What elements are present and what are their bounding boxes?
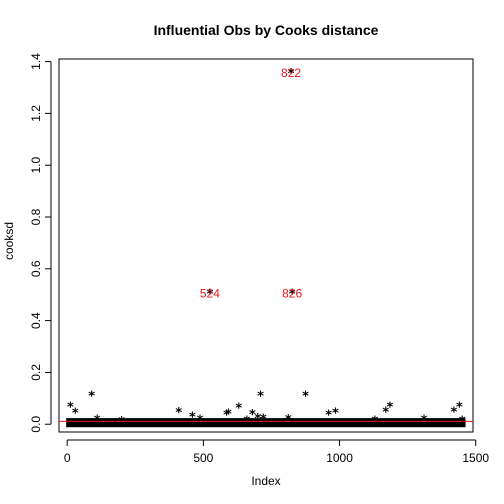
- data-point: *: [387, 401, 394, 416]
- y-tick-label: 1.2: [29, 105, 43, 122]
- dense-points-band: [66, 418, 466, 428]
- data-point: *: [451, 405, 458, 420]
- data-point: *: [289, 287, 296, 302]
- data-point: *: [288, 67, 295, 82]
- plot-frame: [58, 58, 474, 433]
- y-tick-label: 0.4: [29, 312, 43, 329]
- data-point: *: [88, 390, 95, 405]
- y-tick-label: 1.4: [29, 53, 43, 70]
- data-point: *: [332, 407, 339, 422]
- y-tick-label: 0.2: [29, 364, 43, 381]
- data-point: *: [118, 415, 125, 430]
- data-point: *: [235, 401, 242, 416]
- x-tick-label: 500: [193, 451, 213, 465]
- data-point: *: [302, 390, 309, 405]
- data-point: *: [223, 408, 230, 423]
- chart-title: Influential Obs by Cooks distance: [154, 22, 379, 38]
- y-axis-label: cooksd: [2, 222, 16, 260]
- y-tick-label: 1.0: [29, 157, 43, 174]
- data-point: *: [175, 406, 182, 421]
- data-point: *: [325, 408, 332, 423]
- data-point: *: [254, 412, 261, 427]
- y-tick-label: 0.0: [29, 416, 43, 433]
- data-point: *: [189, 410, 196, 425]
- x-axis: 0 500 1000 1500: [64, 439, 489, 465]
- data-point: *: [249, 408, 256, 423]
- point-band: [66, 418, 466, 428]
- point-label: 826: [282, 286, 302, 300]
- data-point: *: [67, 401, 74, 416]
- data-point: *: [257, 390, 264, 405]
- x-axis-label: Index: [251, 474, 280, 488]
- data-point: *: [285, 413, 292, 428]
- point-label: 524: [200, 286, 220, 300]
- points-layer: ******************************: [67, 67, 466, 430]
- data-point: *: [206, 287, 213, 302]
- data-point: *: [225, 407, 232, 422]
- data-point: *: [382, 405, 389, 420]
- y-tick-label: 0.6: [29, 260, 43, 277]
- y-axis: 0.0 0.2 0.4 0.6 0.8 1.0 1.2 1.4: [29, 53, 52, 433]
- data-point: *: [72, 407, 79, 422]
- point-label: 822: [281, 66, 301, 80]
- x-tick-label: 1500: [462, 451, 489, 465]
- data-point: *: [456, 401, 463, 416]
- labels-layer: 524 826 822: [200, 66, 303, 300]
- x-tick-label: 1000: [326, 451, 353, 465]
- x-tick-label: 0: [64, 451, 71, 465]
- data-point: *: [260, 413, 267, 428]
- y-tick-label: 0.8: [29, 208, 43, 225]
